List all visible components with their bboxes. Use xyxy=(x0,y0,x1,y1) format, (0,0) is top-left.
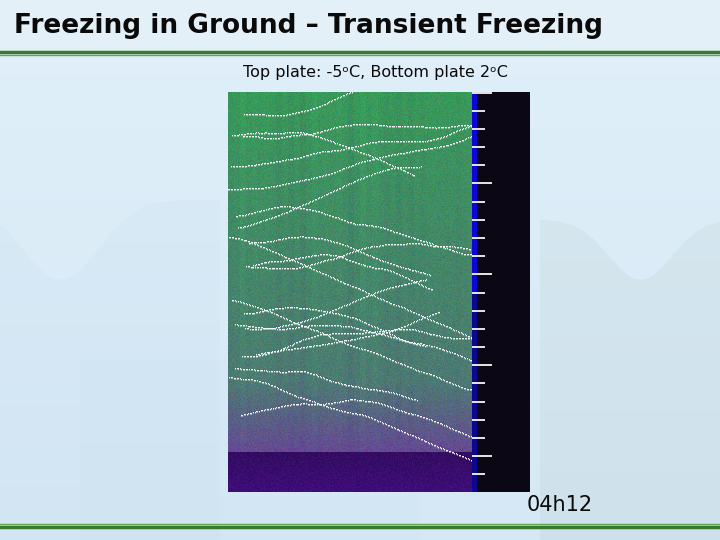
Text: Top plate: -5ᵒC, Bottom plate 2ᵒC: Top plate: -5ᵒC, Bottom plate 2ᵒC xyxy=(243,65,508,80)
Text: Freezing in Ground – Transient Freezing: Freezing in Ground – Transient Freezing xyxy=(14,13,603,39)
Text: 04h12: 04h12 xyxy=(527,495,593,515)
Bar xyxy=(0,0,720,52)
